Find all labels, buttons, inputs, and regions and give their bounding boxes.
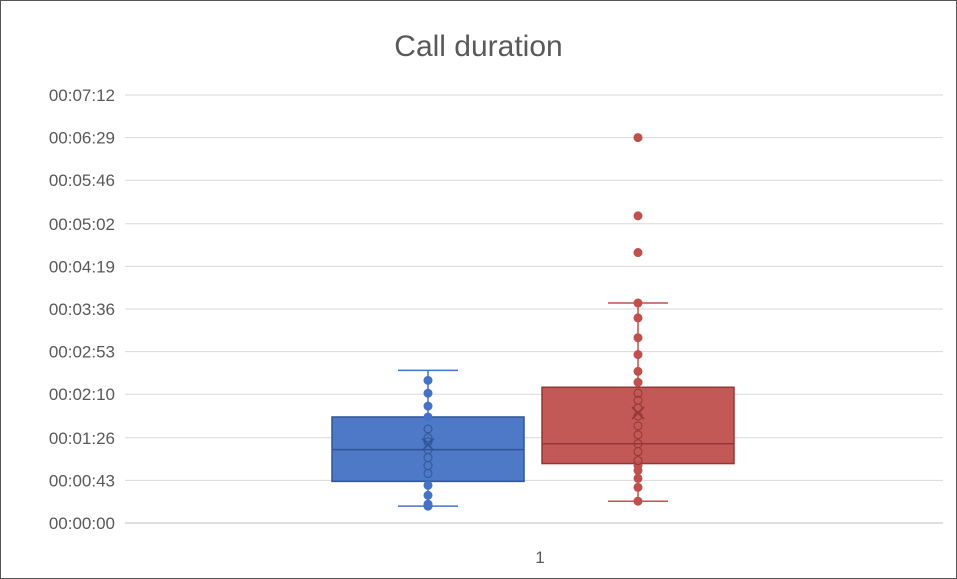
box-iqr: [541, 386, 735, 465]
data-points: [421, 133, 645, 511]
data-point: [633, 439, 643, 449]
data-point: [423, 412, 433, 422]
data-point: [633, 430, 643, 440]
data-point: [633, 456, 643, 466]
y-tick-label: 00:00:00: [49, 514, 115, 533]
mean-marker: [631, 406, 645, 420]
y-tick-label: 00:03:36: [49, 300, 115, 319]
data-point: [633, 211, 643, 221]
y-tick-label: 00:04:19: [49, 257, 115, 276]
data-point: [633, 333, 643, 343]
data-point: [423, 490, 433, 500]
data-point: [633, 133, 643, 143]
data-point: [423, 375, 433, 385]
data-point: [423, 388, 433, 398]
data-point: [423, 401, 433, 411]
data-point: [423, 499, 433, 509]
data-point: [423, 424, 433, 434]
data-point: [633, 395, 643, 405]
data-point: [633, 313, 643, 323]
data-point: [633, 461, 643, 471]
y-axis: 00:00:00 00:00:43 00:01:26 00:02:10 00:02:53…: [49, 86, 115, 533]
mean-marker: [421, 438, 435, 452]
y-tick-label: 00:07:12: [49, 86, 115, 105]
y-tick-label: 00:02:10: [49, 385, 115, 404]
y-tick-label: 00:00:43: [49, 471, 115, 490]
y-tick-label: 00:06:29: [49, 129, 115, 148]
x-category-label: 1: [535, 548, 544, 567]
data-point: [633, 350, 643, 360]
data-point: [633, 366, 643, 376]
box-series-2: [541, 302, 735, 502]
data-point: [423, 480, 433, 490]
y-tick-label: 00:01:26: [49, 429, 115, 448]
data-point: [423, 433, 433, 443]
chart-title: Call duration: [394, 30, 563, 63]
data-point: [633, 388, 643, 398]
data-point: [633, 377, 643, 387]
y-tick-label: 00:02:53: [49, 343, 115, 362]
data-point: [633, 496, 643, 506]
data-point: [633, 482, 643, 492]
y-tick-label: 00:05:02: [49, 215, 115, 234]
data-point: [633, 248, 643, 258]
data-point: [633, 298, 643, 308]
y-tick-label: 00:05:46: [49, 171, 115, 190]
data-point: [633, 421, 643, 431]
data-point: [633, 473, 643, 483]
x-axis: 1: [535, 548, 544, 567]
gridlines: [125, 94, 943, 524]
box-series: [331, 302, 735, 507]
